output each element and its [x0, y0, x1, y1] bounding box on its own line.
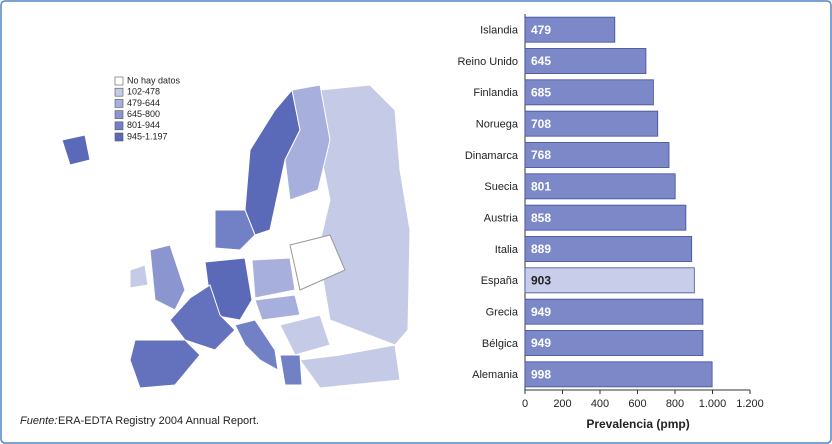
bar	[524, 267, 695, 294]
x-tick-label: 0	[522, 398, 528, 410]
legend-swatch	[114, 99, 124, 108]
y-tick-label: Reino Unido	[457, 56, 518, 68]
bar	[524, 110, 659, 137]
legend-label: 479-644	[127, 98, 160, 108]
value-label: 949	[531, 305, 551, 319]
value-label: 685	[531, 86, 551, 100]
value-label: 903	[531, 274, 551, 288]
value-label: 479	[531, 23, 551, 37]
y-tick-label: Noruega	[476, 119, 519, 131]
y-tick-label: Italia	[495, 244, 519, 256]
value-label: 949	[531, 336, 551, 350]
legend-swatch	[114, 132, 124, 142]
legend-label: 102-478	[127, 87, 160, 97]
legend-label: 801-944	[127, 120, 160, 130]
value-label: 889	[531, 242, 551, 256]
x-tick-label: 1.200	[736, 398, 764, 410]
bar	[524, 79, 654, 106]
bar	[524, 298, 704, 325]
y-tick-label: Finlandia	[473, 87, 519, 99]
y-tick-label: España	[481, 275, 519, 287]
y-tick-label: Islandia	[480, 25, 519, 37]
bar	[524, 142, 670, 168]
x-tick-label: 1.000	[699, 398, 727, 410]
value-label: 768	[531, 148, 551, 162]
value-label: 858	[531, 211, 551, 225]
x-tick-label: 800	[666, 398, 684, 410]
europe-map	[61, 84, 411, 389]
y-tick-label: Austria	[484, 213, 519, 225]
x-axis-label: Prevalencia (pmp)	[586, 417, 689, 431]
value-label: 708	[531, 117, 551, 131]
bar	[524, 173, 676, 200]
bar	[524, 361, 713, 388]
value-label: 645	[531, 54, 551, 68]
y-tick-label: Bélgica	[482, 338, 519, 350]
bar	[524, 16, 616, 43]
legend-swatch	[114, 121, 124, 131]
legend-swatch	[114, 76, 124, 86]
x-tick-label: 400	[591, 398, 609, 410]
bar	[524, 330, 704, 356]
y-tick-label: Suecia	[484, 181, 519, 193]
y-tick-label: Dinamarca	[465, 150, 519, 162]
x-tick-label: 200	[553, 398, 571, 410]
value-label: 998	[531, 368, 551, 382]
legend-label: 645-800	[127, 109, 160, 119]
y-tick-label: Alemania	[472, 369, 519, 381]
bar	[524, 236, 693, 262]
x-tick-label: 600	[628, 398, 646, 410]
legend-swatch	[114, 87, 124, 97]
legend-label: 945-1.197	[127, 131, 168, 141]
source-text: ERA-EDTA Registry 2004 Annual Report.	[58, 415, 259, 427]
source-label: Fuente:	[20, 415, 57, 427]
value-label: 801	[531, 180, 551, 194]
bar	[524, 48, 647, 74]
bar	[524, 204, 687, 231]
legend-swatch	[114, 110, 124, 119]
map-legend: No hay datos 102-478479-644645-800801-944…	[114, 75, 181, 142]
legend-label: No hay datos	[127, 75, 181, 85]
y-tick-label: Grecia	[486, 307, 519, 319]
